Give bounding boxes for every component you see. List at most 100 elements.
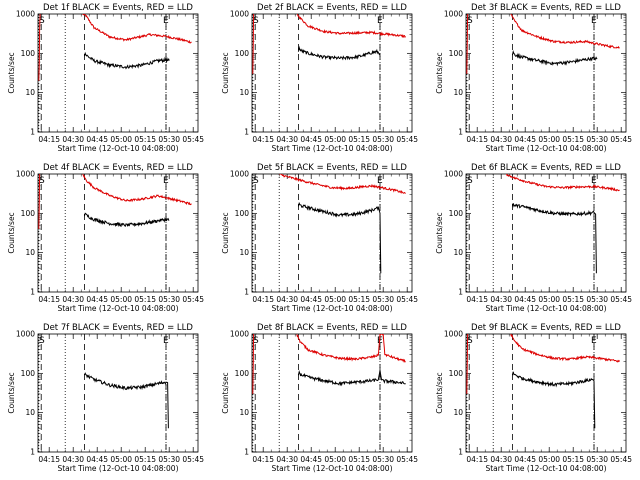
x-tick-label: 04:30 bbox=[276, 455, 298, 464]
x-tick-label: 04:15 bbox=[252, 295, 274, 304]
x-tick-label: 05:15 bbox=[348, 455, 370, 464]
y-tick-label: 100 bbox=[449, 49, 464, 58]
start-marker: S bbox=[253, 336, 259, 346]
y-axis-label: Counts/sec bbox=[7, 372, 16, 413]
x-tick-label: 05:45 bbox=[182, 295, 204, 304]
x-tick-label: 04:45 bbox=[300, 135, 322, 144]
y-axis-label: Counts/sec bbox=[435, 52, 444, 93]
y-tick-label: 1000 bbox=[16, 330, 35, 339]
y-tick-label: 100 bbox=[21, 49, 36, 58]
y-tick-label: 100 bbox=[21, 369, 36, 378]
x-tick-label: 05:30 bbox=[372, 295, 394, 304]
x-tick-label: 05:45 bbox=[396, 135, 418, 144]
x-tick-label: 05:30 bbox=[372, 135, 394, 144]
start-marker: S bbox=[39, 16, 45, 26]
x-tick-label: 04:30 bbox=[276, 135, 298, 144]
x-tick-label: 05:45 bbox=[182, 455, 204, 464]
y-tick-label: 1 bbox=[30, 288, 35, 297]
y-axis-label: Counts/sec bbox=[435, 372, 444, 413]
x-tick-label: 05:30 bbox=[158, 135, 180, 144]
lld-spike-line bbox=[466, 14, 469, 74]
y-tick-label: 10 bbox=[25, 88, 35, 97]
y-tick-label: 10 bbox=[25, 248, 35, 257]
y-axis-label: Counts/sec bbox=[435, 212, 444, 253]
x-tick-label: 05:00 bbox=[538, 455, 560, 464]
panel-6: Det 6f BLACK = Events, RED = LLD 1 10 100 10… bbox=[435, 163, 632, 313]
x-tick-label: 05:15 bbox=[134, 295, 156, 304]
end-marker: E bbox=[591, 176, 597, 186]
plot-frame bbox=[37, 333, 199, 453]
panel-9: Det 9f BLACK = Events, RED = LLD 1 10 100 10… bbox=[435, 323, 632, 473]
y-tick-label: 100 bbox=[449, 209, 464, 218]
start-marker: S bbox=[467, 336, 473, 346]
lld-spike-line bbox=[466, 334, 469, 394]
events-rate-line bbox=[511, 371, 596, 429]
end-marker: E bbox=[377, 16, 383, 26]
lld-spike-line bbox=[252, 334, 255, 394]
plot-frame bbox=[465, 173, 627, 293]
y-tick-label: 1000 bbox=[16, 10, 35, 19]
start-marker: S bbox=[39, 336, 45, 346]
x-tick-label: 05:45 bbox=[182, 135, 204, 144]
lld-spike-line bbox=[38, 174, 41, 230]
x-tick-label: 05:45 bbox=[610, 455, 632, 464]
x-tick-label: 05:15 bbox=[134, 455, 156, 464]
x-tick-label: 05:30 bbox=[586, 295, 608, 304]
y-tick-label: 1 bbox=[458, 448, 463, 457]
x-tick-label: 04:30 bbox=[62, 455, 84, 464]
start-marker: S bbox=[39, 176, 45, 186]
x-tick-label: 05:00 bbox=[324, 455, 346, 464]
panel-3: Det 3f BLACK = Events, RED = LLD 1 10 100 10… bbox=[435, 3, 632, 153]
y-tick-label: 10 bbox=[239, 88, 249, 97]
x-axis-label: Start Time (12-Oct-10 04:08:00) bbox=[485, 464, 606, 473]
plot-frame bbox=[251, 173, 413, 293]
y-tick-label: 1 bbox=[244, 128, 249, 137]
lld-rate-line bbox=[82, 174, 192, 206]
lld-rate-line bbox=[279, 174, 406, 194]
y-tick-label: 100 bbox=[21, 209, 36, 218]
events-rate-line bbox=[83, 212, 170, 228]
x-tick-label: 04:45 bbox=[86, 455, 108, 464]
x-tick-label: 05:15 bbox=[348, 295, 370, 304]
panel-title: Det 2f BLACK = Events, RED = LLD bbox=[257, 3, 407, 13]
events-rate-line bbox=[83, 51, 170, 70]
y-tick-label: 1000 bbox=[230, 170, 249, 179]
panel-5: Det 5f BLACK = Events, RED = LLD 1 10 100 10… bbox=[221, 163, 418, 313]
x-tick-label: 04:30 bbox=[490, 135, 512, 144]
end-marker: E bbox=[163, 16, 169, 26]
y-tick-label: 1 bbox=[244, 288, 249, 297]
x-tick-label: 05:00 bbox=[110, 295, 132, 304]
y-tick-label: 100 bbox=[235, 369, 250, 378]
x-tick-label: 05:00 bbox=[110, 455, 132, 464]
x-tick-label: 04:45 bbox=[300, 295, 322, 304]
y-tick-label: 100 bbox=[235, 49, 250, 58]
panel-2: Det 2f BLACK = Events, RED = LLD 1 10 100 10… bbox=[221, 3, 418, 153]
y-tick-label: 10 bbox=[25, 408, 35, 417]
x-tick-label: 05:15 bbox=[562, 135, 584, 144]
x-tick-label: 05:30 bbox=[158, 455, 180, 464]
x-tick-label: 05:00 bbox=[324, 135, 346, 144]
y-axis-label: Counts/sec bbox=[7, 212, 16, 253]
y-tick-label: 1 bbox=[458, 128, 463, 137]
panel-title: Det 9f BLACK = Events, RED = LLD bbox=[471, 323, 621, 333]
end-marker: E bbox=[591, 336, 597, 346]
y-tick-label: 10 bbox=[239, 248, 249, 257]
x-tick-label: 05:30 bbox=[586, 455, 608, 464]
x-tick-label: 04:45 bbox=[514, 455, 536, 464]
x-tick-label: 05:15 bbox=[348, 135, 370, 144]
x-tick-label: 04:15 bbox=[252, 135, 274, 144]
start-marker: S bbox=[467, 176, 473, 186]
x-tick-label: 05:00 bbox=[110, 135, 132, 144]
x-tick-label: 04:30 bbox=[276, 295, 298, 304]
events-rate-line bbox=[511, 50, 598, 67]
plot-frame bbox=[465, 13, 627, 133]
start-marker: S bbox=[467, 16, 473, 26]
panel-8: Det 8f BLACK = Events, RED = LLD 1 10 100 10… bbox=[221, 323, 418, 473]
y-tick-label: 1 bbox=[458, 288, 463, 297]
x-tick-label: 04:30 bbox=[490, 295, 512, 304]
x-axis-label: Start Time (12-Oct-10 04:08:00) bbox=[485, 144, 606, 153]
panel-title: Det 1f BLACK = Events, RED = LLD bbox=[43, 3, 193, 13]
y-tick-label: 1000 bbox=[444, 10, 463, 19]
events-rate-line bbox=[297, 201, 382, 274]
lld-rate-line bbox=[296, 334, 406, 363]
